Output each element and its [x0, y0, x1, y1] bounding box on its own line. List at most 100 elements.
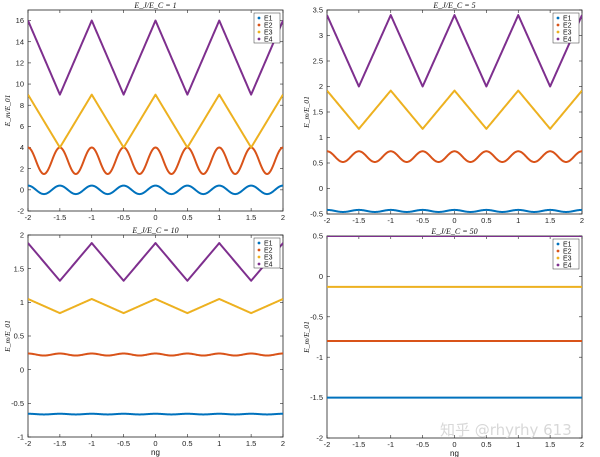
x-tick-label: 0 [153, 213, 157, 222]
legend-label: E2 [264, 22, 273, 29]
y-tick-label: -2 [316, 434, 323, 443]
x-tick-label: 2 [281, 439, 285, 448]
legend-label: E4 [264, 36, 273, 43]
legend-marker [556, 30, 560, 34]
x-tick-label: 1.5 [246, 439, 256, 448]
series-line-e4 [28, 19, 283, 96]
legend-marker [257, 255, 261, 259]
y-tick-label: 10 [16, 80, 24, 89]
legend-marker [556, 242, 560, 246]
y-tick-label: 12 [16, 58, 24, 67]
x-tick-label: 0 [452, 440, 456, 449]
x-tick-label: -1 [387, 440, 394, 449]
legend-marker [556, 249, 560, 253]
legend-label: E2 [264, 247, 273, 254]
x-tick-label: 1 [516, 216, 520, 225]
x-tick-label: -1.5 [53, 213, 66, 222]
x-tick-label: -0.5 [117, 213, 130, 222]
plot-area [326, 9, 583, 215]
legend-marker [556, 16, 560, 20]
y-tick-label: 1.5 [14, 264, 24, 273]
y-axis-label: E_m/E_01 [302, 321, 311, 354]
series-line-e1 [28, 184, 283, 196]
x-tick-label: 0 [153, 439, 157, 448]
chart-title: E_J/E_C = 1 [133, 1, 176, 10]
x-tick-label: 1.5 [545, 440, 555, 449]
chart-title: E_J/E_C = 10 [131, 226, 178, 235]
y-tick-label: 1 [20, 298, 24, 307]
legend-label: E3 [264, 29, 273, 36]
watermark: 知乎 @rhyrhy 613 [440, 421, 572, 439]
x-tick-label: 0.5 [481, 440, 491, 449]
y-tick-label: 6 [20, 122, 24, 131]
y-tick-label: 1.5 [313, 108, 323, 117]
x-tick-label: 1 [217, 213, 221, 222]
series-line-e4 [327, 14, 582, 88]
y-tick-label: 16 [16, 16, 24, 25]
y-tick-label: 0 [20, 185, 24, 194]
y-tick-label: 3.5 [313, 6, 323, 15]
y-tick-label: -1 [316, 353, 323, 362]
y-tick-label: -1.5 [310, 393, 323, 402]
chart-title: E_J/E_C = 50 [430, 227, 477, 236]
legend-label: E4 [264, 261, 273, 268]
y-tick-label: 0.5 [313, 159, 323, 168]
x-tick-label: -0.5 [416, 216, 429, 225]
legend-marker [257, 30, 261, 34]
x-tick-label: 0.5 [182, 439, 192, 448]
series-line-e1 [327, 208, 582, 213]
legend-marker [556, 256, 560, 260]
legend-marker [257, 248, 261, 252]
legend-label: E1 [264, 15, 273, 22]
y-tick-label: 0 [20, 365, 24, 374]
series-line-e3 [327, 89, 582, 130]
legend-label: E4 [563, 262, 572, 269]
legend-label: E1 [264, 240, 273, 247]
series-line-e2 [28, 352, 283, 357]
y-axis-label: E_m/E_01 [302, 96, 311, 129]
legend-label: E3 [563, 29, 572, 36]
y-axis-label: E_m/E_01 [3, 320, 12, 353]
y-tick-label: 0 [319, 184, 323, 193]
legend-label: E4 [563, 36, 572, 43]
x-tick-label: -0.5 [416, 440, 429, 449]
x-tick-label: 1 [217, 439, 221, 448]
x-tick-label: 0.5 [182, 213, 192, 222]
series-line-e2 [28, 146, 283, 175]
x-tick-label: 1.5 [545, 216, 555, 225]
x-tick-label: 1.5 [246, 213, 256, 222]
y-tick-label: 14 [16, 37, 24, 46]
legend-marker [257, 23, 261, 27]
legend-label: E3 [563, 255, 572, 262]
x-tick-label: 0.5 [481, 216, 491, 225]
y-tick-label: 0.5 [313, 232, 323, 241]
x-tick-label: -1 [88, 439, 95, 448]
x-tick-label: -1.5 [53, 439, 66, 448]
legend-label: E3 [264, 254, 273, 261]
chart-panel: -2 -1.5 -1 -0.5 0 0.5 1 1.5 2 -0.5 0 0.5 1 1.5 2 2.5 3 3.… [302, 1, 584, 225]
y-tick-label: -0.5 [11, 399, 24, 408]
legend-marker [257, 241, 261, 245]
y-tick-label: 4 [20, 143, 24, 152]
series-line-e3 [28, 93, 283, 149]
y-tick-label: 2.5 [313, 57, 323, 66]
y-tick-label: -1 [17, 433, 24, 442]
y-tick-label: -0.5 [310, 210, 323, 219]
legend-label: E1 [563, 15, 572, 22]
x-tick-label: 2 [580, 216, 584, 225]
x-tick-label: -0.5 [117, 439, 130, 448]
legend-label: E1 [563, 241, 572, 248]
x-tick-label: -2 [25, 213, 32, 222]
legend-marker [257, 16, 261, 20]
series-line-e1 [28, 412, 283, 416]
y-tick-label: 8 [20, 101, 24, 110]
y-tick-label: 1 [319, 133, 323, 142]
series-line-e3 [28, 297, 283, 315]
y-axis-label: E_m/E_01 [3, 95, 12, 128]
y-tick-label: 0 [319, 272, 323, 281]
